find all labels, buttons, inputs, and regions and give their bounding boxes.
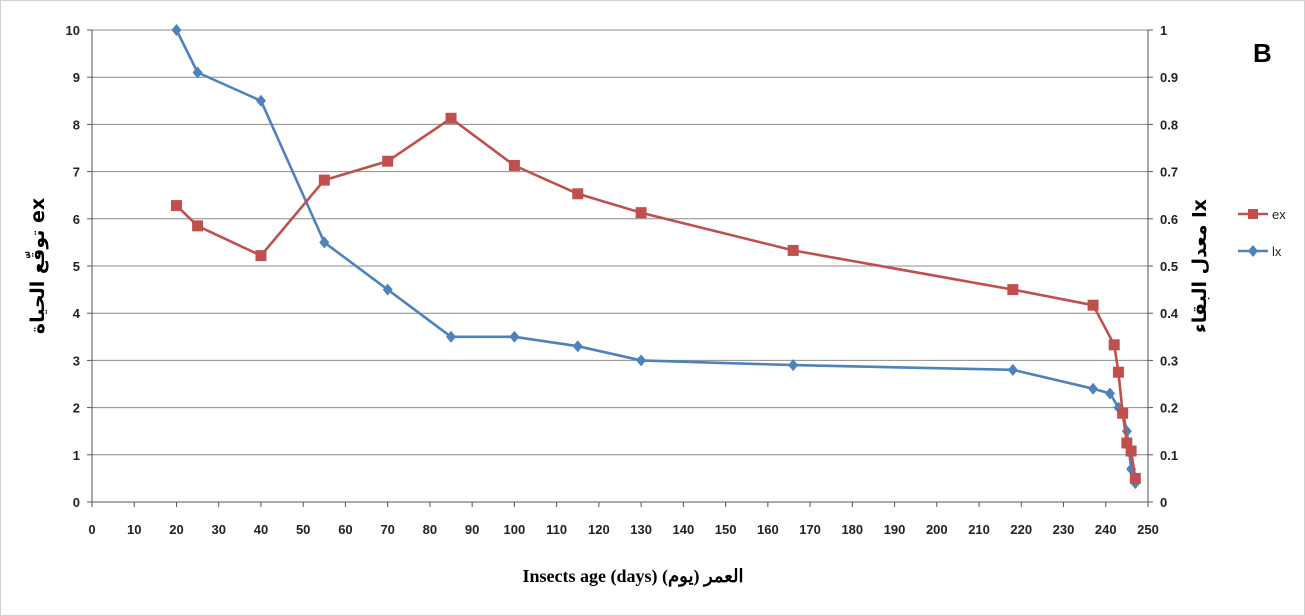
y-right-tick-label: 0.3 (1160, 353, 1178, 368)
x-tick-label: 40 (254, 522, 268, 537)
data-point-ex (382, 155, 394, 167)
y-left-tick-label: 1 (73, 448, 80, 463)
x-tick-label: 150 (715, 522, 737, 537)
y-left-tick-label: 3 (73, 353, 80, 368)
x-tick-label: 230 (1053, 522, 1075, 537)
x-tick-label: 140 (673, 522, 695, 537)
y-right-tick-label: 0.5 (1160, 259, 1178, 274)
data-point-lx (319, 236, 330, 249)
x-tick-label: 50 (296, 522, 310, 537)
x-tick-label: 80 (423, 522, 437, 537)
data-point-ex (1112, 366, 1124, 378)
x-tick-label: 0 (88, 522, 95, 537)
data-point-ex (192, 220, 204, 232)
data-point-ex (1087, 299, 1099, 311)
data-point-ex (787, 244, 799, 256)
y-right-tick-label: 0.6 (1160, 212, 1178, 227)
data-point-ex (445, 112, 457, 124)
x-tick-label: 240 (1095, 522, 1117, 537)
y-right-tick-label: 0.9 (1160, 70, 1178, 85)
gridlines (92, 29, 1148, 456)
x-tick-label: 170 (799, 522, 821, 537)
data-point-ex (572, 188, 584, 200)
y-right-tick-label: 0.4 (1160, 306, 1179, 321)
data-point-ex (1117, 407, 1129, 419)
y-left-tick-labels: 0 1 2 3 4 5 6 7 8 9 10 (66, 23, 81, 510)
x-tick-label: 100 (504, 522, 526, 537)
data-point-ex (508, 159, 520, 171)
x-tick-label: 160 (757, 522, 779, 537)
data-point-lx (1007, 363, 1018, 376)
y-left-tick-label: 0 (73, 495, 80, 510)
y-right-tick-label: 0.7 (1160, 165, 1178, 180)
data-point-lx (1088, 382, 1099, 395)
x-tick-label: 10 (127, 522, 141, 537)
x-tick-labels: 0 10 20 30 40 50 60 70 80 90 100 110 120 130 140 150 160… (88, 522, 1158, 537)
data-point-ex (170, 200, 182, 212)
y-left-tick-label: 4 (73, 306, 81, 321)
data-point-lx (446, 330, 457, 343)
data-point-lx (572, 340, 583, 353)
x-tick-label: 90 (465, 522, 479, 537)
data-point-ex (635, 207, 647, 219)
data-point-ex (1007, 284, 1019, 296)
data-point-ex (1129, 472, 1141, 484)
x-tick-label: 130 (630, 522, 652, 537)
data-point-lx (192, 66, 203, 79)
y-right-tick-label: 0.8 (1160, 117, 1178, 132)
y-left-tick-label: 8 (73, 117, 80, 132)
data-point-lx (1104, 387, 1115, 400)
y-left-tick-label: 6 (73, 212, 80, 227)
y-right-tick-label: 0.2 (1160, 401, 1178, 416)
x-tick-label: 220 (1010, 522, 1032, 537)
data-point-ex (1125, 445, 1137, 457)
x-tick-label: 120 (588, 522, 610, 537)
y-right-tick-label: 1 (1160, 23, 1167, 38)
y-right-tick-label: 0.1 (1160, 448, 1178, 463)
data-point-ex (1121, 437, 1133, 449)
data-point-lx (171, 24, 182, 36)
x-tick-label: 190 (884, 522, 906, 537)
x-tick-label: 200 (926, 522, 948, 537)
legend-label-lx: lx (1272, 244, 1282, 259)
x-tick-label: 180 (841, 522, 863, 537)
y-left-tick-label: 2 (73, 401, 80, 416)
x-tick-label: 70 (380, 522, 394, 537)
y-left-tick-label: 10 (66, 23, 80, 38)
y-left-tick-label: 5 (73, 259, 80, 274)
data-point-ex (1108, 339, 1120, 351)
legend-label-ex: ex (1272, 207, 1286, 222)
y-left-axis-label: توقّع الحياة ex (26, 198, 49, 334)
series-layer (170, 24, 1141, 490)
panel-label: B (1253, 38, 1272, 68)
x-tick-label: 20 (169, 522, 183, 537)
y-right-tick-labels: 0 0.1 0.2 0.3 0.4 0.5 0.6 0.7 0.8 0.9 1 (1160, 23, 1179, 510)
axes (87, 29, 1153, 507)
data-point-ex (318, 174, 330, 186)
x-tick-label: 60 (338, 522, 352, 537)
x-axis-label: Insects age (days) (يوم) العمر (523, 566, 744, 587)
x-tick-label: 110 (546, 522, 567, 537)
data-point-lx (636, 354, 647, 367)
x-tick-label: 30 (211, 522, 225, 537)
y-right-tick-label: 0 (1160, 495, 1167, 510)
x-tick-label: 210 (968, 522, 990, 537)
data-point-lx (255, 94, 266, 107)
data-point-lx (509, 330, 520, 343)
legend-marker-ex (1248, 209, 1258, 219)
y-left-tick-label: 9 (73, 70, 80, 85)
data-point-lx (382, 283, 393, 296)
y-left-tick-label: 7 (73, 165, 80, 180)
x-tick-label: 250 (1137, 522, 1159, 537)
data-point-ex (255, 250, 267, 262)
data-point-lx (788, 359, 799, 372)
y-right-axis-label: معدل البقاء lx (1189, 199, 1211, 333)
legend: ex lx (1238, 207, 1286, 259)
legend-marker-lx (1248, 245, 1258, 257)
